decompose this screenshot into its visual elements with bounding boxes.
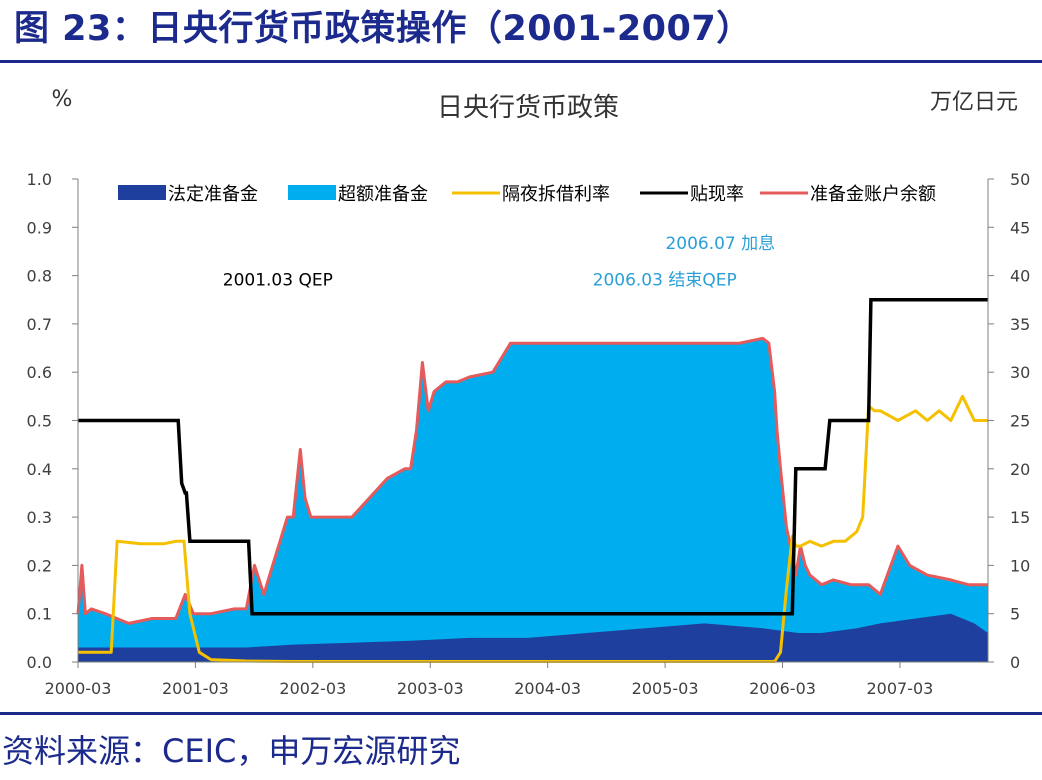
title-rule <box>0 60 1042 63</box>
left-tick-label: 1.0 <box>27 170 52 189</box>
overnight-rate-line <box>78 394 988 663</box>
excess-reserve-area <box>78 338 988 662</box>
right-tick-label: 0 <box>1010 653 1020 672</box>
required-reserve-area <box>78 613 988 662</box>
legend-label: 贴现率 <box>690 184 744 205</box>
x-tick-label: 2003-03 <box>397 679 464 698</box>
left-tick-label: 0.1 <box>27 605 52 624</box>
x-tick-label: 2006-03 <box>749 679 816 698</box>
left-tick-label: 0.4 <box>27 460 52 479</box>
right-tick-label: 25 <box>1010 412 1030 431</box>
right-tick-label: 20 <box>1010 460 1030 479</box>
reserve-balance-line <box>76 336 988 625</box>
right-tick-label: 50 <box>1010 170 1030 189</box>
right-tick-label: 5 <box>1010 605 1020 624</box>
figure-title: 图 23：日央行货币政策操作（2001-2007） <box>14 9 752 49</box>
x-tick-label: 2005-03 <box>632 679 699 698</box>
right-tick-label: 45 <box>1010 218 1030 237</box>
legend-label: 准备金账户余额 <box>810 184 936 205</box>
x-tick-label: 2000-03 <box>45 679 112 698</box>
left-axis-unit: % <box>52 87 73 112</box>
legend-label: 法定准备金 <box>168 184 258 205</box>
source-note: 资料来源：CEIC，申万宏源研究 <box>2 732 461 770</box>
chart: 日央行货币政策 % 万亿日元 0.00.10.20.30.40.50.60.70… <box>27 87 1031 698</box>
left-tick-label: 0.6 <box>27 363 52 382</box>
right-tick-label: 10 <box>1010 556 1030 575</box>
right-axis-unit: 万亿日元 <box>930 90 1018 115</box>
right-tick-label: 30 <box>1010 363 1030 382</box>
right-tick-label: 40 <box>1010 267 1030 286</box>
left-tick-label: 0.9 <box>27 218 52 237</box>
discount-rate-line <box>78 298 988 616</box>
right-tick-label: 35 <box>1010 315 1030 334</box>
legend-label: 超额准备金 <box>338 184 428 205</box>
left-tick-label: 0.2 <box>27 556 52 575</box>
legend-swatch <box>288 185 336 200</box>
plot-area: 0.0 0.1 0.2 0.3 0.4 0.5 0.6 0.7 0.8 0.9 1.0 0 5 10 15 2… <box>27 170 1031 698</box>
legend-swatch <box>118 185 166 200</box>
x-tick-label: 2007-03 <box>867 679 934 698</box>
annotation-label: 2006.03 结束QEP <box>593 270 737 290</box>
source-rule <box>0 712 1042 715</box>
left-tick-label: 0.7 <box>27 315 52 334</box>
x-tick-label: 2001-03 <box>162 679 229 698</box>
legend-label: 隔夜拆借利率 <box>502 184 610 205</box>
left-tick-label: 0.3 <box>27 508 52 527</box>
x-tick-label: 2002-03 <box>279 679 346 698</box>
right-tick-label: 15 <box>1010 508 1030 527</box>
chart-title: 日央行货币政策 <box>437 93 619 123</box>
left-tick-label: 0.5 <box>27 412 52 431</box>
annotation-label: 2006.07 加息 <box>665 234 775 254</box>
left-tick-label: 0.8 <box>27 267 52 286</box>
left-tick-label: 0.0 <box>27 653 52 672</box>
x-tick-label: 2004-03 <box>514 679 581 698</box>
annotation-label: 2001.03 QEP <box>223 270 333 290</box>
